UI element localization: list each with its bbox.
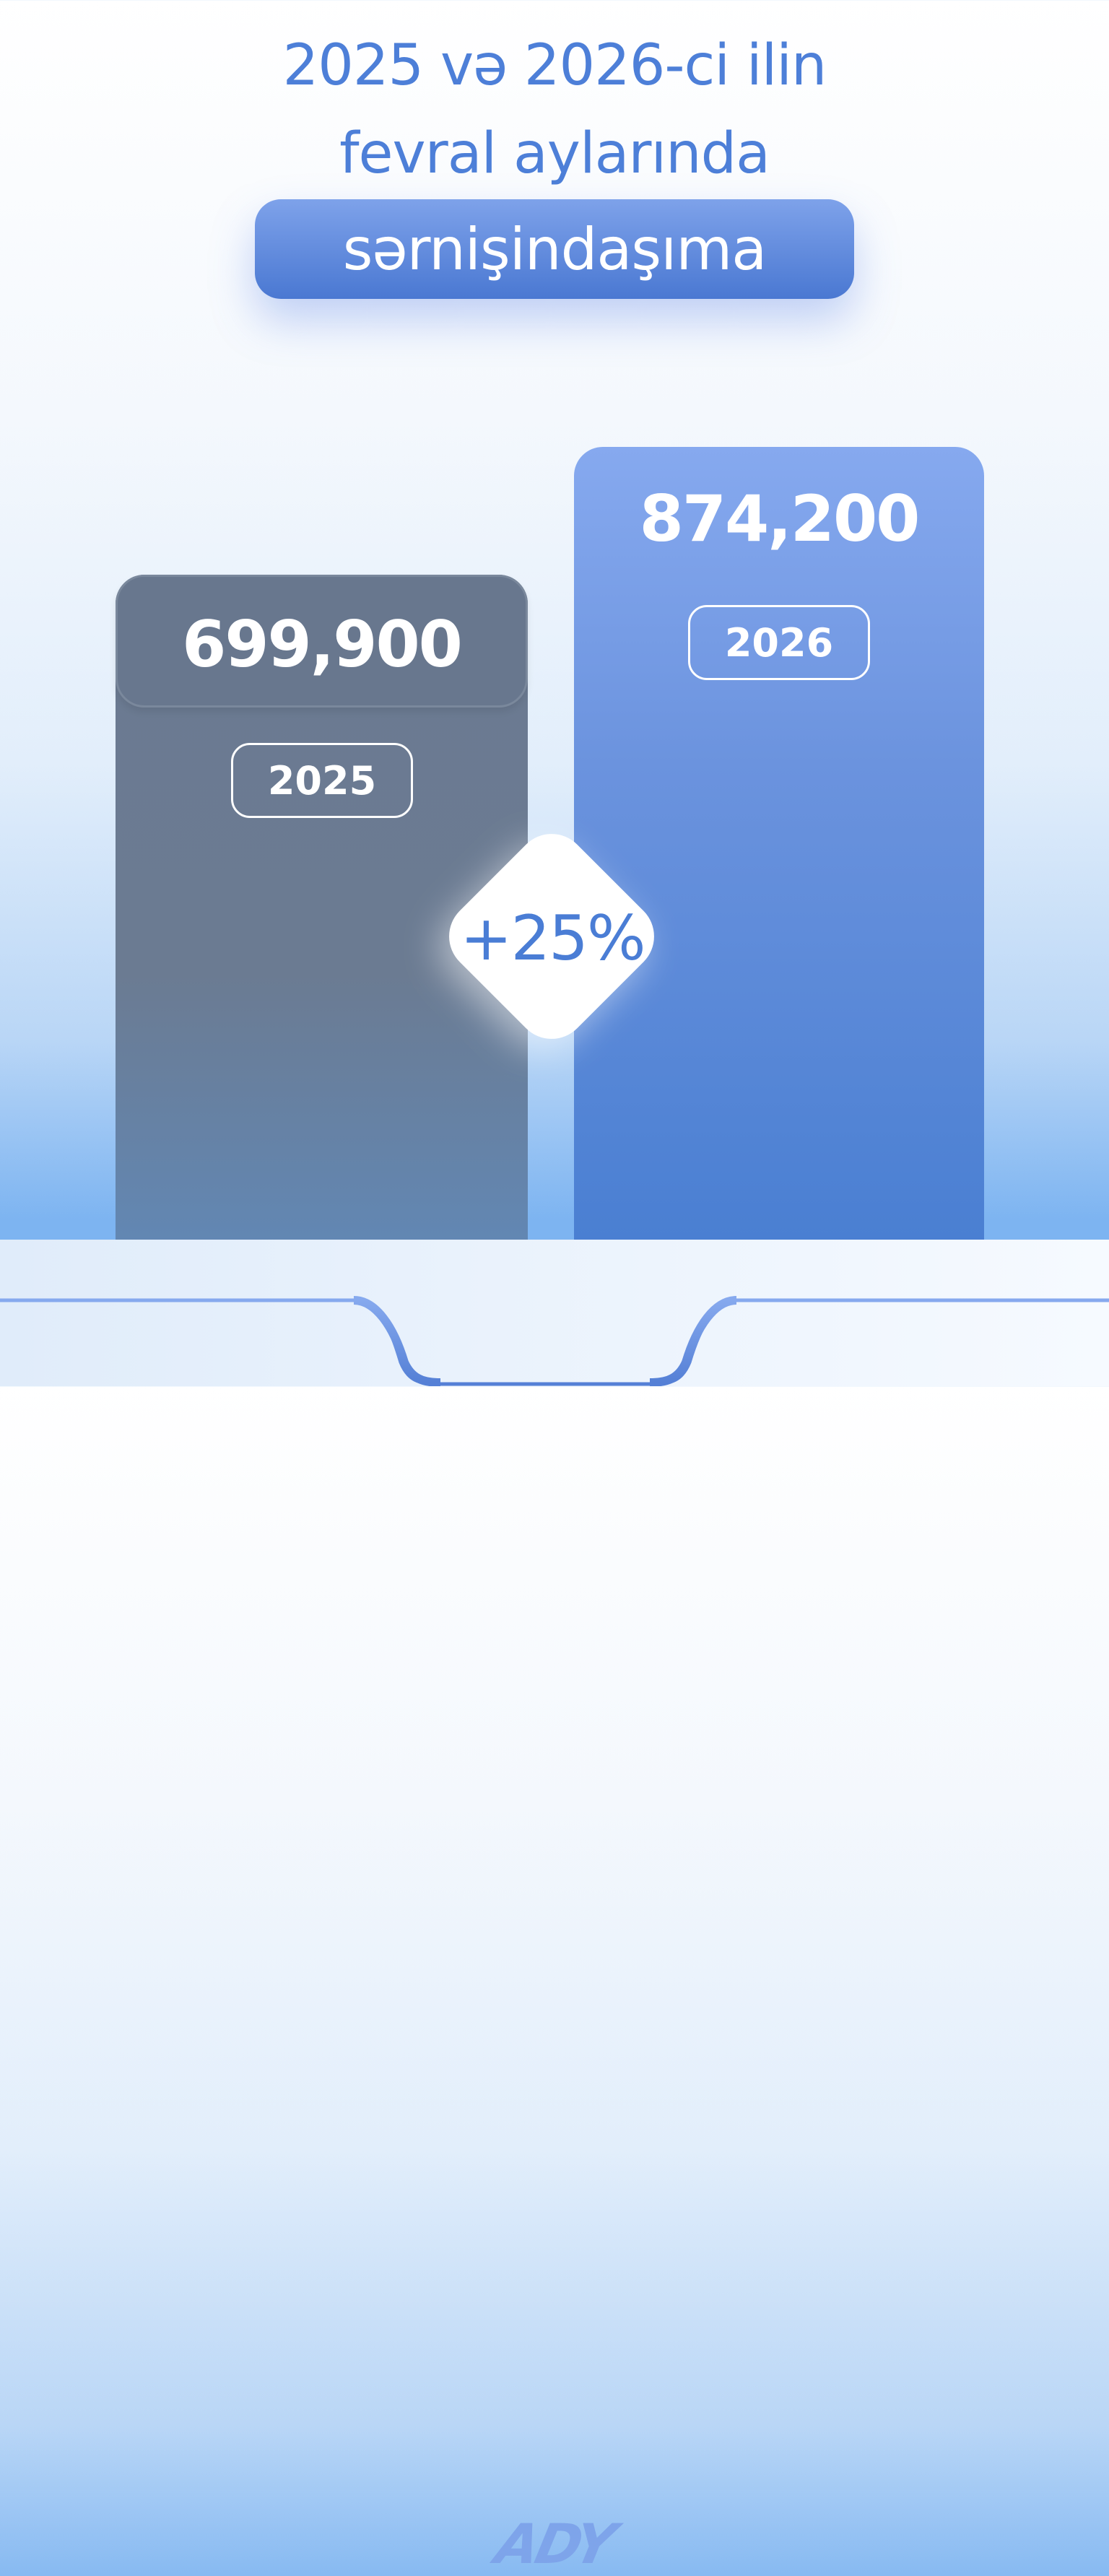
value-label-2025: 699,900 <box>182 607 463 682</box>
bar-2026: 874,200 2026 <box>574 447 984 1240</box>
ady-logo: ADY <box>490 2512 619 2576</box>
title-highlight-pill: sərnişindaşıma <box>255 199 854 299</box>
value-box-2025: 699,900 <box>116 575 528 708</box>
year-label-2025: 2025 <box>231 743 413 818</box>
bar-2025: 699,900 2025 <box>116 575 528 1240</box>
footer: ADY <box>0 1240 1109 2576</box>
change-label: +25% <box>460 902 645 975</box>
value-label-2026: 874,200 <box>639 482 921 556</box>
title-line-1: 2025 və 2026-ci ilin <box>282 33 827 98</box>
rail-line-icon <box>0 1296 1109 1386</box>
title-line-2: fevral aylarında <box>339 121 770 186</box>
year-label-2026: 2026 <box>688 605 870 680</box>
